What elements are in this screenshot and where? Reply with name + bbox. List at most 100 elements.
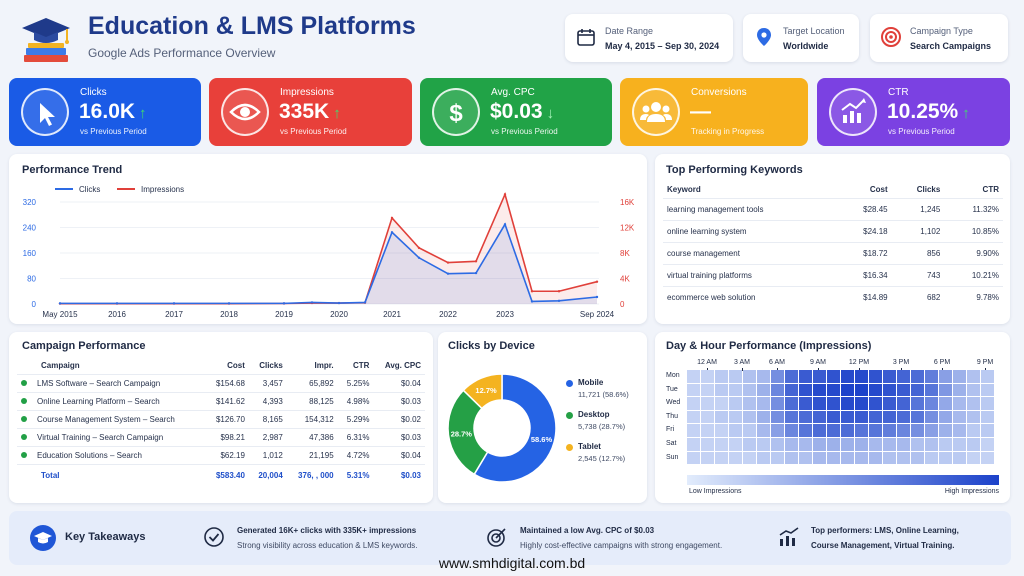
watermark-url: www.smhdigital.com.bd — [438, 555, 586, 571]
badge-check-icon — [204, 527, 224, 547]
heatmap-cell — [701, 410, 714, 424]
takeaway-title: Generated 16K+ clicks with 335K+ impress… — [237, 526, 417, 535]
heatmap-cell — [827, 451, 840, 465]
table-cell: 2,987 — [248, 427, 287, 446]
y-left-tick: 80 — [27, 275, 36, 284]
status-dot — [21, 398, 27, 405]
heatmap-cell — [939, 424, 952, 437]
donut-slice-tablet — [462, 373, 503, 410]
heatmap-cell — [799, 397, 812, 410]
clicks-point — [595, 295, 599, 299]
device-legend: Mobile 11,721 (58.6%) Desktop 5,738 (28.7%)… — [566, 378, 646, 474]
total-cell: 20,004 — [248, 463, 287, 486]
takeaway-title: Top performers: LMS, Online Learning, — [811, 526, 959, 535]
trend-up-icon: ↑ — [333, 105, 341, 122]
heatmap-cell — [967, 424, 980, 437]
table-cell: 1,245 — [891, 197, 945, 220]
eye-icon — [221, 88, 269, 136]
column-header: Avg. CPC — [384, 361, 421, 371]
kpi-card-ctr[interactable]: CTR 10.25% ↑ vs Previous Period — [817, 78, 1010, 146]
table-cell: LMS Software – Search Campaign — [17, 373, 206, 392]
kpi-card-conversions[interactable]: Conversions — Tracking in Progress — [620, 78, 808, 146]
heatmap-cell — [953, 383, 966, 397]
y-right-tick: 12K — [620, 224, 635, 233]
legend-swatch — [566, 380, 573, 387]
kpi-subtext: vs Previous Period — [280, 127, 347, 136]
heatmap-cell — [953, 424, 966, 437]
page-subtitle: Google Ads Performance Overview — [88, 46, 276, 60]
heatmap-cell — [827, 410, 840, 424]
heatmap-cell — [855, 383, 868, 397]
clicks-point — [310, 301, 314, 304]
kpi-card-impressions[interactable]: Impressions 335K ↑ vs Previous Period — [209, 78, 412, 146]
hour-label: 9 PM — [976, 359, 994, 366]
performance-trend-card: Performance Trend Clicks Impressions 320 16… — [9, 154, 647, 324]
heatmap-cell — [827, 424, 840, 437]
kpi-label: Impressions — [280, 87, 334, 98]
hour-tick — [942, 368, 943, 371]
heatmap-cell — [743, 397, 756, 410]
hour-label: 3 AM — [734, 359, 750, 366]
clicks-point — [282, 302, 286, 305]
campaign-row[interactable]: Online Learning Platform – Search $141.62… — [17, 391, 425, 410]
impressions-point — [595, 280, 599, 283]
heatmap-cell — [939, 451, 952, 465]
kpi-card-avg-cpc[interactable]: $ Avg. CPC $0.03 ↓ vs Previous Period — [420, 78, 612, 146]
heatmap-cell — [981, 410, 994, 424]
keyword-row[interactable]: course management $18.72 856 9.90% — [663, 241, 1003, 264]
table-cell: 10.85% — [944, 219, 1003, 242]
campaign-row[interactable]: Education Solutions – Search $62.19 1,012 2… — [17, 445, 425, 464]
y-left-tick: 160 — [23, 249, 37, 258]
table-cell: 6.31% — [337, 427, 374, 446]
heatmap-cell — [827, 383, 840, 397]
section-title: Campaign Performance — [22, 340, 146, 352]
table-cell: $0.04 — [373, 373, 425, 392]
performance-trend-chart: Clicks Impressions 320 16K 240 12K 160 8K 80 4K 0 0… — [23, 185, 635, 319]
heatmap-cell — [897, 397, 910, 410]
heatmap-cell — [743, 451, 756, 465]
key-takeaways-bar: Key Takeaways Generated 16K+ clicks with… — [9, 511, 1011, 565]
heatmap-cell — [939, 370, 952, 383]
day-label: Thu — [666, 412, 679, 420]
campaign-row[interactable]: Virtual Training – Search Campaign $98.21… — [17, 427, 425, 446]
heatmap-cell — [771, 397, 784, 410]
keyword-row[interactable]: online learning system $24.18 1,102 10.85% — [663, 219, 1003, 242]
heatmap-cell — [799, 370, 812, 383]
date-range-filter[interactable]: Date Range May 4, 2015 – Sep 30, 2024 — [565, 14, 733, 62]
heatmap-cell — [799, 424, 812, 437]
heatmap-cell — [813, 397, 826, 410]
heatmap-cell — [771, 451, 784, 465]
heatmap-cell — [729, 397, 742, 410]
keyword-row[interactable]: learning management tools $28.45 1,245 11.3… — [663, 197, 1003, 220]
campaign-row[interactable]: LMS Software – Search Campaign $154.68 3,4… — [17, 373, 425, 392]
date-range-value: May 4, 2015 – Sep 30, 2024 — [605, 41, 720, 51]
heatmap-cell — [729, 438, 742, 451]
campaign-performance-card: Campaign Performance Campaign Cost Click… — [9, 332, 433, 503]
slice-label: 12.7% — [475, 386, 497, 395]
heatmap-cell — [743, 383, 756, 397]
kpi-card-clicks[interactable]: Clicks 16.0K ↑ vs Previous Period — [9, 78, 201, 146]
table-cell: virtual training platforms — [663, 263, 838, 286]
campaign-row[interactable]: Course Management System – Search $126.70… — [17, 409, 425, 428]
target-location-filter[interactable]: Target Location Worldwide — [743, 14, 859, 62]
logo-icon — [20, 14, 72, 64]
heatmap-cell — [841, 397, 854, 410]
legend-swatch — [566, 444, 573, 451]
impressions-point — [474, 260, 478, 263]
campaign-type-filter[interactable]: Campaign Type Search Campaigns — [870, 14, 1008, 62]
heatmap-cell — [687, 424, 700, 437]
legend-detail: 11,721 (58.6%) — [578, 390, 629, 399]
legend-item-desktop: Desktop 5,738 (28.7%) — [566, 410, 646, 442]
table-cell: $62.19 — [205, 445, 249, 464]
heatmap-cell — [701, 451, 714, 465]
heatmap-cell — [897, 438, 910, 451]
heatmap-cell — [687, 410, 700, 424]
section-title: Clicks by Device — [448, 340, 535, 352]
keyword-row[interactable]: ecommerce web solution $14.89 682 9.78% — [663, 285, 1003, 308]
x-tick: 2023 — [496, 310, 514, 319]
hour-tick — [777, 368, 778, 371]
hour-label: 12 PM — [848, 359, 870, 366]
keyword-row[interactable]: virtual training platforms $16.34 743 10.21… — [663, 263, 1003, 286]
heatmap-cell — [883, 383, 896, 397]
scale-low-label: Low Impressions — [689, 488, 742, 495]
